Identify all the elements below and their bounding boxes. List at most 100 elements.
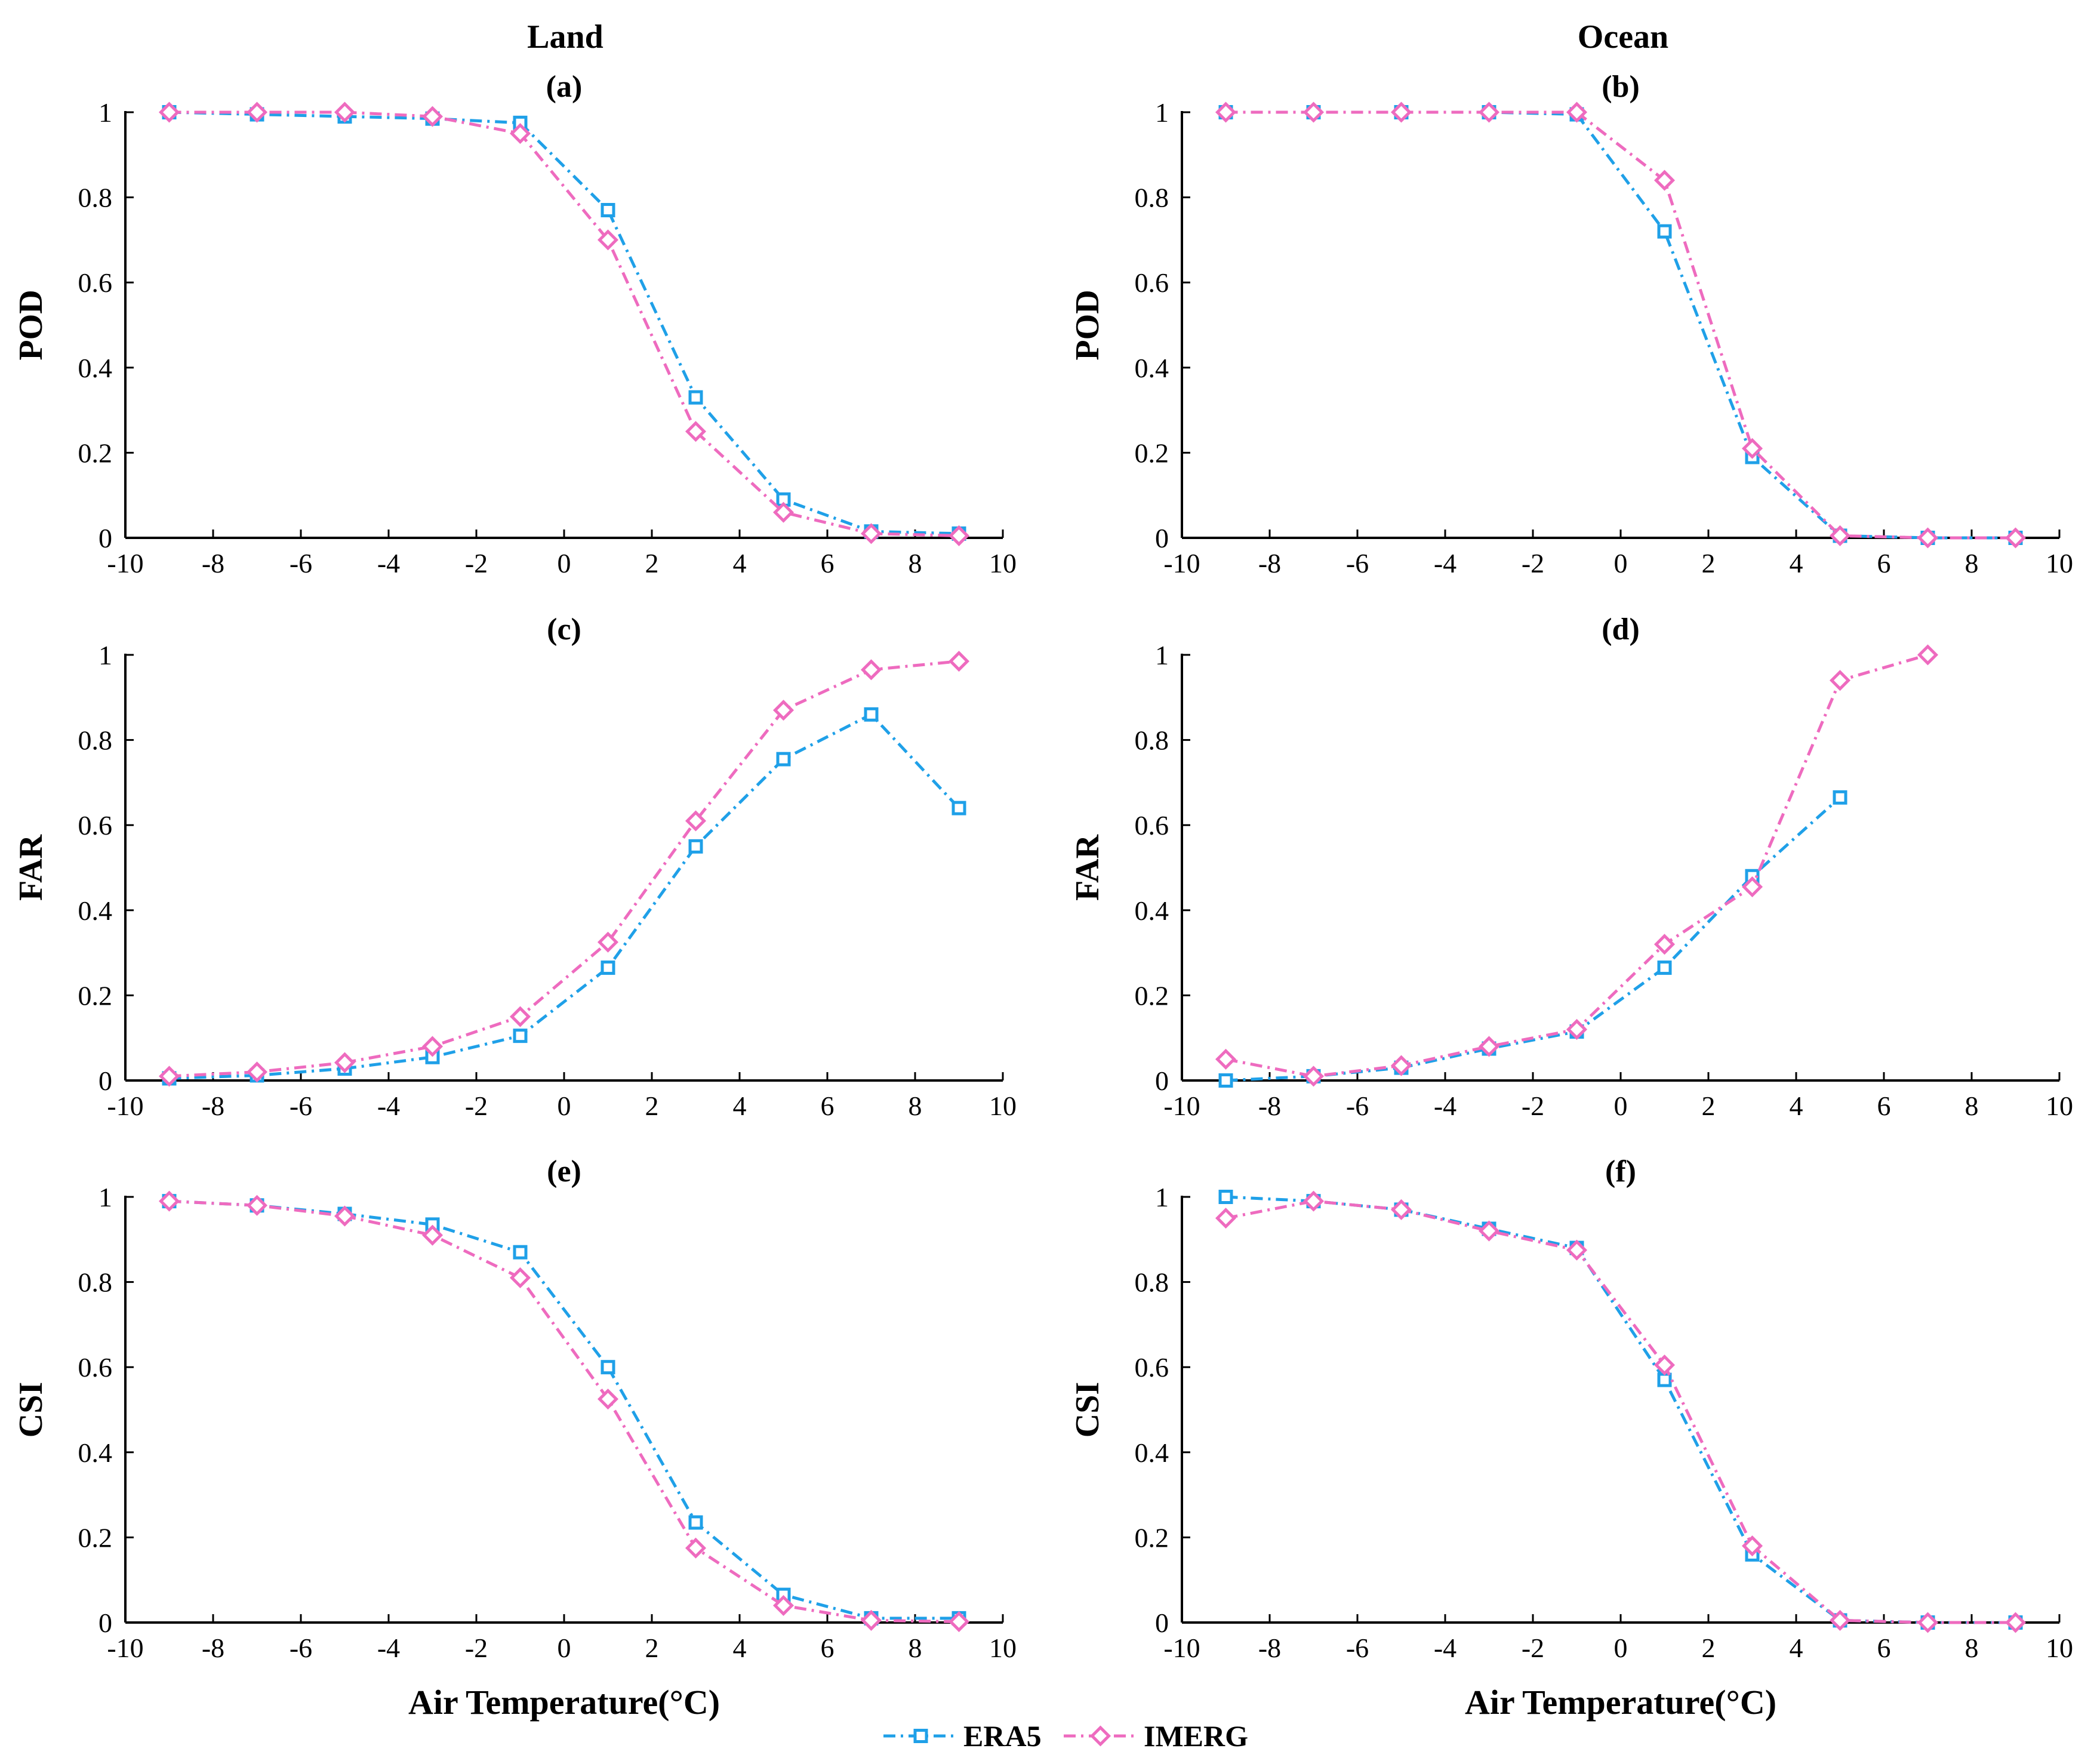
- x-tick-label: 0: [558, 1633, 571, 1663]
- y-tick-label: 0.4: [78, 1437, 113, 1468]
- y-tick-label: 0.2: [1135, 980, 1169, 1011]
- x-tick-label: -6: [1346, 1633, 1369, 1663]
- y-tick-label: 0: [1155, 1608, 1169, 1638]
- data-point-era5: [1657, 224, 1672, 239]
- y-tick-label: 0: [1155, 523, 1169, 553]
- panel-label-d: (d): [1602, 612, 1640, 647]
- data-point-imerg: [860, 1609, 882, 1631]
- data-point-imerg: [1478, 1036, 1500, 1057]
- x-tick-label: 10: [989, 1633, 1017, 1663]
- series-line-imerg: [1225, 1199, 2016, 1624]
- data-point-imerg: [1390, 101, 1412, 123]
- data-point-imerg: [948, 525, 970, 546]
- x-tick-label: 6: [821, 548, 835, 578]
- data-point-imerg: [334, 1205, 356, 1227]
- y-tick-label: 0.2: [1135, 438, 1169, 468]
- x-tick-label: 2: [1702, 548, 1716, 578]
- data-point-imerg: [597, 931, 619, 953]
- data-point-era5: [1833, 790, 1847, 805]
- x-tick-label: 0: [1614, 1633, 1628, 1663]
- x-tick-label: 8: [1965, 1091, 1979, 1121]
- data-point-era5: [1218, 1073, 1233, 1088]
- x-tick-label: 4: [1790, 548, 1803, 578]
- column-title-ocean: Ocean: [1578, 19, 1668, 56]
- x-tick-label: 6: [1877, 1633, 1891, 1663]
- y-tick-label: 0.4: [1135, 895, 1169, 926]
- x-tick-label: 2: [645, 1633, 659, 1663]
- data-point-imerg: [1215, 1048, 1237, 1070]
- data-point-era5: [1218, 1190, 1233, 1204]
- x-tick-label: 4: [733, 1633, 747, 1663]
- x-tick-label: 6: [1877, 548, 1891, 578]
- data-point-imerg: [421, 1224, 444, 1246]
- x-tick-label: 10: [2046, 1633, 2073, 1663]
- data-point-imerg: [1917, 644, 1939, 666]
- legend-marker-imerg: [1089, 1725, 1111, 1747]
- legend-label-imerg: IMERG: [1144, 1719, 1248, 1753]
- series-line-era5: [1225, 110, 2016, 540]
- x-tick-label: 4: [733, 1091, 747, 1121]
- x-tick-label: -8: [202, 1091, 224, 1121]
- panel-d: (d) 0 0.2 0.4 0.6 0.8 1 -10 -8 -6 -4 -2 0 2 4 6 8 10 FAR: [1069, 612, 2073, 1121]
- x-tick-label: 4: [733, 548, 747, 578]
- data-point-imerg: [597, 229, 619, 251]
- y-axis-label: CSI: [13, 1382, 50, 1437]
- data-point-imerg: [1829, 525, 1851, 546]
- y-axis-label: FAR: [1069, 834, 1106, 900]
- x-tick-label: 10: [2046, 548, 2073, 578]
- data-point-era5: [513, 1245, 528, 1260]
- data-point-era5: [951, 801, 966, 815]
- data-point-imerg: [421, 106, 444, 127]
- y-tick-label: 1: [1155, 640, 1169, 670]
- x-tick-label: -8: [202, 548, 224, 578]
- panel-label-c: (c): [547, 612, 581, 647]
- data-point-imerg: [772, 700, 795, 721]
- panel-label-b: (b): [1602, 70, 1640, 104]
- y-tick-label: 0.8: [78, 725, 113, 756]
- data-point-imerg: [1302, 101, 1325, 123]
- y-tick-label: 0: [98, 523, 112, 553]
- data-point-imerg: [1917, 1612, 1939, 1633]
- y-tick-label: 0: [98, 1608, 112, 1638]
- x-tick-label: 0: [1614, 548, 1628, 578]
- data-point-era5: [864, 707, 879, 722]
- data-point-imerg: [2004, 1612, 2027, 1633]
- x-tick-label: -4: [1434, 1633, 1456, 1663]
- x-tick-label: -2: [1522, 1633, 1544, 1663]
- y-tick-label: 0.8: [78, 1267, 113, 1298]
- x-tick-label: -4: [1434, 548, 1456, 578]
- x-tick-label: -6: [1346, 1091, 1369, 1121]
- data-point-imerg: [1478, 101, 1500, 123]
- panel-e: (e) 0 0.2 0.4 0.6 0.8 1 -10 -8 -6 -4 -2 0 2 4 6 8 10 CSI Ai…: [13, 1155, 1017, 1722]
- x-tick-label: -10: [107, 548, 143, 578]
- series-line-era5: [169, 1199, 959, 1620]
- x-tick-label: -6: [290, 1091, 312, 1121]
- y-tick-label: 0.2: [78, 438, 113, 468]
- legend: ERA5 IMERG: [883, 1719, 1248, 1753]
- data-point-imerg: [1741, 876, 1763, 898]
- panel-label-f: (f): [1605, 1155, 1636, 1189]
- data-point-imerg: [1653, 1354, 1676, 1376]
- y-tick-label: 0.6: [1135, 1352, 1169, 1383]
- y-axis-label: FAR: [13, 834, 50, 900]
- data-point-imerg: [158, 101, 180, 123]
- data-point-imerg: [1390, 1199, 1412, 1220]
- legend-item-imerg: IMERG: [1064, 1719, 1248, 1753]
- data-point-era5: [601, 202, 615, 217]
- x-tick-label: 8: [909, 548, 922, 578]
- data-point-imerg: [246, 1195, 268, 1216]
- x-tick-label: -2: [1522, 548, 1544, 578]
- series-line-era5: [169, 712, 960, 1080]
- panel-label-a: (a): [546, 70, 583, 104]
- data-point-imerg: [1829, 670, 1851, 691]
- x-tick-label: -6: [290, 1633, 312, 1663]
- series-line-imerg: [169, 1199, 959, 1624]
- y-axis-label: POD: [13, 290, 50, 360]
- data-point-imerg: [1653, 934, 1676, 955]
- column-title-land: Land: [527, 19, 603, 56]
- y-tick-label: 0.2: [78, 1522, 113, 1553]
- data-point-imerg: [948, 1611, 970, 1633]
- x-tick-label: 10: [2046, 1091, 2073, 1121]
- y-tick-label: 0: [1155, 1066, 1169, 1096]
